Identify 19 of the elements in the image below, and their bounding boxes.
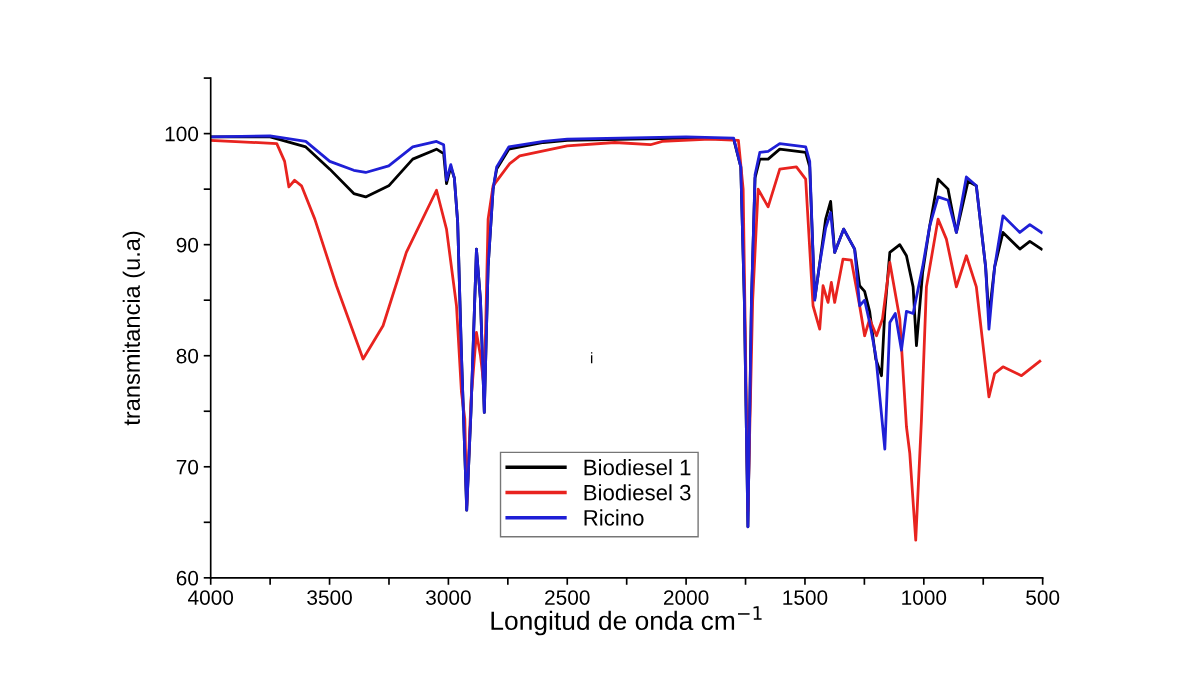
y-tick-label: 70 xyxy=(176,459,199,475)
y-tick-label: 80 xyxy=(176,348,199,364)
x-tick-label: 1500 xyxy=(783,590,828,605)
y-tick-label: 100 xyxy=(165,126,199,142)
y-axis-title: transmitancia (u.a) xyxy=(122,231,145,426)
annotation: i xyxy=(590,352,593,364)
y-tick-label: 60 xyxy=(176,570,199,586)
x-axis-title: Longitud de onda cm$^{−1}$ xyxy=(491,606,762,636)
x-tick-label: 3000 xyxy=(426,590,471,605)
legend-label: Ricino xyxy=(584,509,644,526)
legend-label: Biodiesel 3 xyxy=(584,484,691,501)
x-tick-label: 2000 xyxy=(663,590,709,605)
x-tick-label: 4000 xyxy=(188,590,234,605)
legend-label: Biodiesel 1 xyxy=(584,459,691,476)
x-tick-label: 500 xyxy=(1026,590,1060,605)
y-tick-label: 90 xyxy=(176,237,199,253)
x-tick-label: 2500 xyxy=(545,590,590,605)
x-tick-label: 1000 xyxy=(902,590,947,605)
x-tick-label: 3500 xyxy=(307,590,352,605)
